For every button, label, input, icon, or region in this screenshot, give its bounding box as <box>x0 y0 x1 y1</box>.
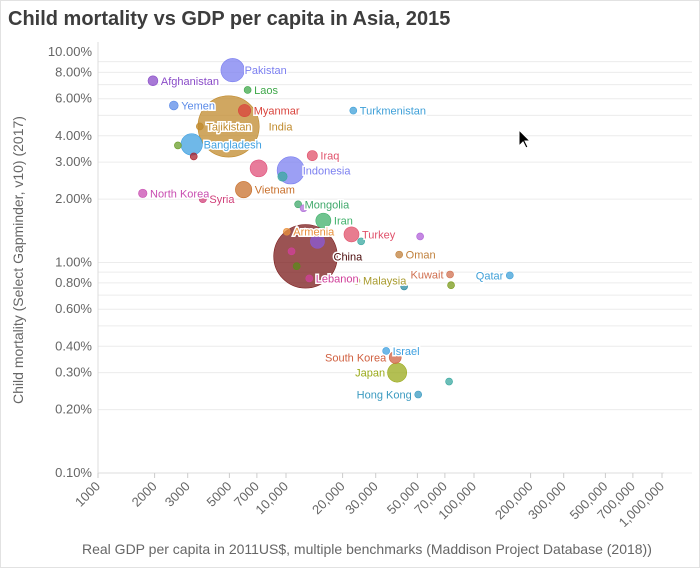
data-point <box>315 212 332 229</box>
data-point <box>305 274 314 283</box>
data-label: South Korea <box>325 352 387 364</box>
x-tick-label: 1000 <box>72 479 103 510</box>
x-tick-label: 5000 <box>203 479 234 510</box>
y-tick-label: 0.30% <box>55 365 92 380</box>
data-point <box>180 133 203 156</box>
data-label: Afghanistan <box>161 76 219 88</box>
data-point <box>174 141 182 150</box>
data-label: Pakistan <box>245 65 287 77</box>
data-point <box>220 58 245 83</box>
data-label: Japan <box>355 368 385 380</box>
data-point <box>169 100 179 111</box>
data-point <box>416 232 424 241</box>
data-label: Bangladesh <box>204 139 262 151</box>
data-label: Oman <box>406 250 436 262</box>
y-tick-label: 0.20% <box>55 402 92 417</box>
data-point <box>189 152 198 161</box>
data-label: Armenia <box>293 227 335 239</box>
y-tick-label: 6.00% <box>55 91 92 106</box>
y-tick-label: 3.00% <box>55 154 92 169</box>
y-tick-label: 4.00% <box>55 128 92 143</box>
data-point <box>249 159 268 178</box>
data-point <box>299 204 308 213</box>
data-point <box>505 271 514 280</box>
data-point <box>400 282 408 291</box>
data-label: Turkmenistan <box>360 106 426 118</box>
data-point <box>343 226 360 243</box>
data-point <box>277 171 288 182</box>
x-tick-label: 30,000 <box>342 479 381 518</box>
data-label: Iran <box>334 216 353 228</box>
data-label: Hong Kong <box>357 390 412 402</box>
data-point <box>292 262 301 271</box>
data-point <box>357 237 365 246</box>
data-label: Vietnam <box>255 185 295 197</box>
y-tick-label: 0.60% <box>55 301 92 316</box>
data-point <box>238 104 252 118</box>
data-label: Yemen <box>181 100 215 112</box>
data-label: Tajikistan <box>206 121 251 133</box>
data-point <box>447 281 455 290</box>
data-point <box>388 351 402 364</box>
data-point <box>138 188 148 198</box>
data-point <box>306 150 318 161</box>
data-point <box>352 276 361 285</box>
data-label: Turkey <box>362 229 396 241</box>
y-tick-label: 0.10% <box>55 465 92 480</box>
data-label: Indonesia <box>303 165 352 177</box>
data-point <box>198 195 207 204</box>
data-label: Mongolia <box>305 199 351 211</box>
y-tick-label: 2.00% <box>55 191 92 206</box>
data-label: Israel <box>393 346 420 358</box>
data-point <box>243 86 252 94</box>
data-point <box>287 247 296 256</box>
y-tick-label: 1.00% <box>55 255 92 270</box>
data-point <box>349 106 358 115</box>
data-label: Qatar <box>476 270 504 282</box>
data-label: Malaysia <box>363 276 407 288</box>
data-point <box>395 250 403 259</box>
data-point <box>446 270 454 279</box>
data-point <box>294 200 302 209</box>
data-point <box>196 122 204 131</box>
data-point <box>147 75 159 87</box>
y-tick-label: 0.40% <box>55 338 92 353</box>
data-label: India <box>269 121 294 133</box>
x-tick-label: 10,000 <box>252 479 291 518</box>
data-label: Laos <box>254 85 278 97</box>
data-label: Iraq <box>320 151 339 163</box>
y-tick-label: 10.00% <box>48 44 93 59</box>
data-point <box>283 227 291 236</box>
data-label: Myanmar <box>254 106 300 118</box>
data-label: China <box>334 251 364 263</box>
data-point <box>235 181 253 199</box>
data-label: North Korea <box>150 188 210 200</box>
data-label: Lebanon <box>316 273 359 285</box>
data-point <box>414 390 423 399</box>
chart-title: Child mortality vs GDP per capita in Asi… <box>8 8 451 30</box>
x-axis-label: Real GDP per capita in 2011US$, multiple… <box>82 541 652 557</box>
x-tick-label: 20,000 <box>309 479 348 518</box>
data-point <box>387 362 407 383</box>
data-point <box>445 377 453 386</box>
y-tick-label: 0.80% <box>55 275 92 290</box>
x-tick-label: 3000 <box>162 479 193 510</box>
data-label: Syria <box>209 194 235 206</box>
data-point <box>382 347 390 355</box>
data-point <box>310 234 325 249</box>
y-tick-label: 8.00% <box>55 64 92 79</box>
data-label: Kuwait <box>411 269 444 281</box>
x-tick-label: 2000 <box>129 479 160 510</box>
